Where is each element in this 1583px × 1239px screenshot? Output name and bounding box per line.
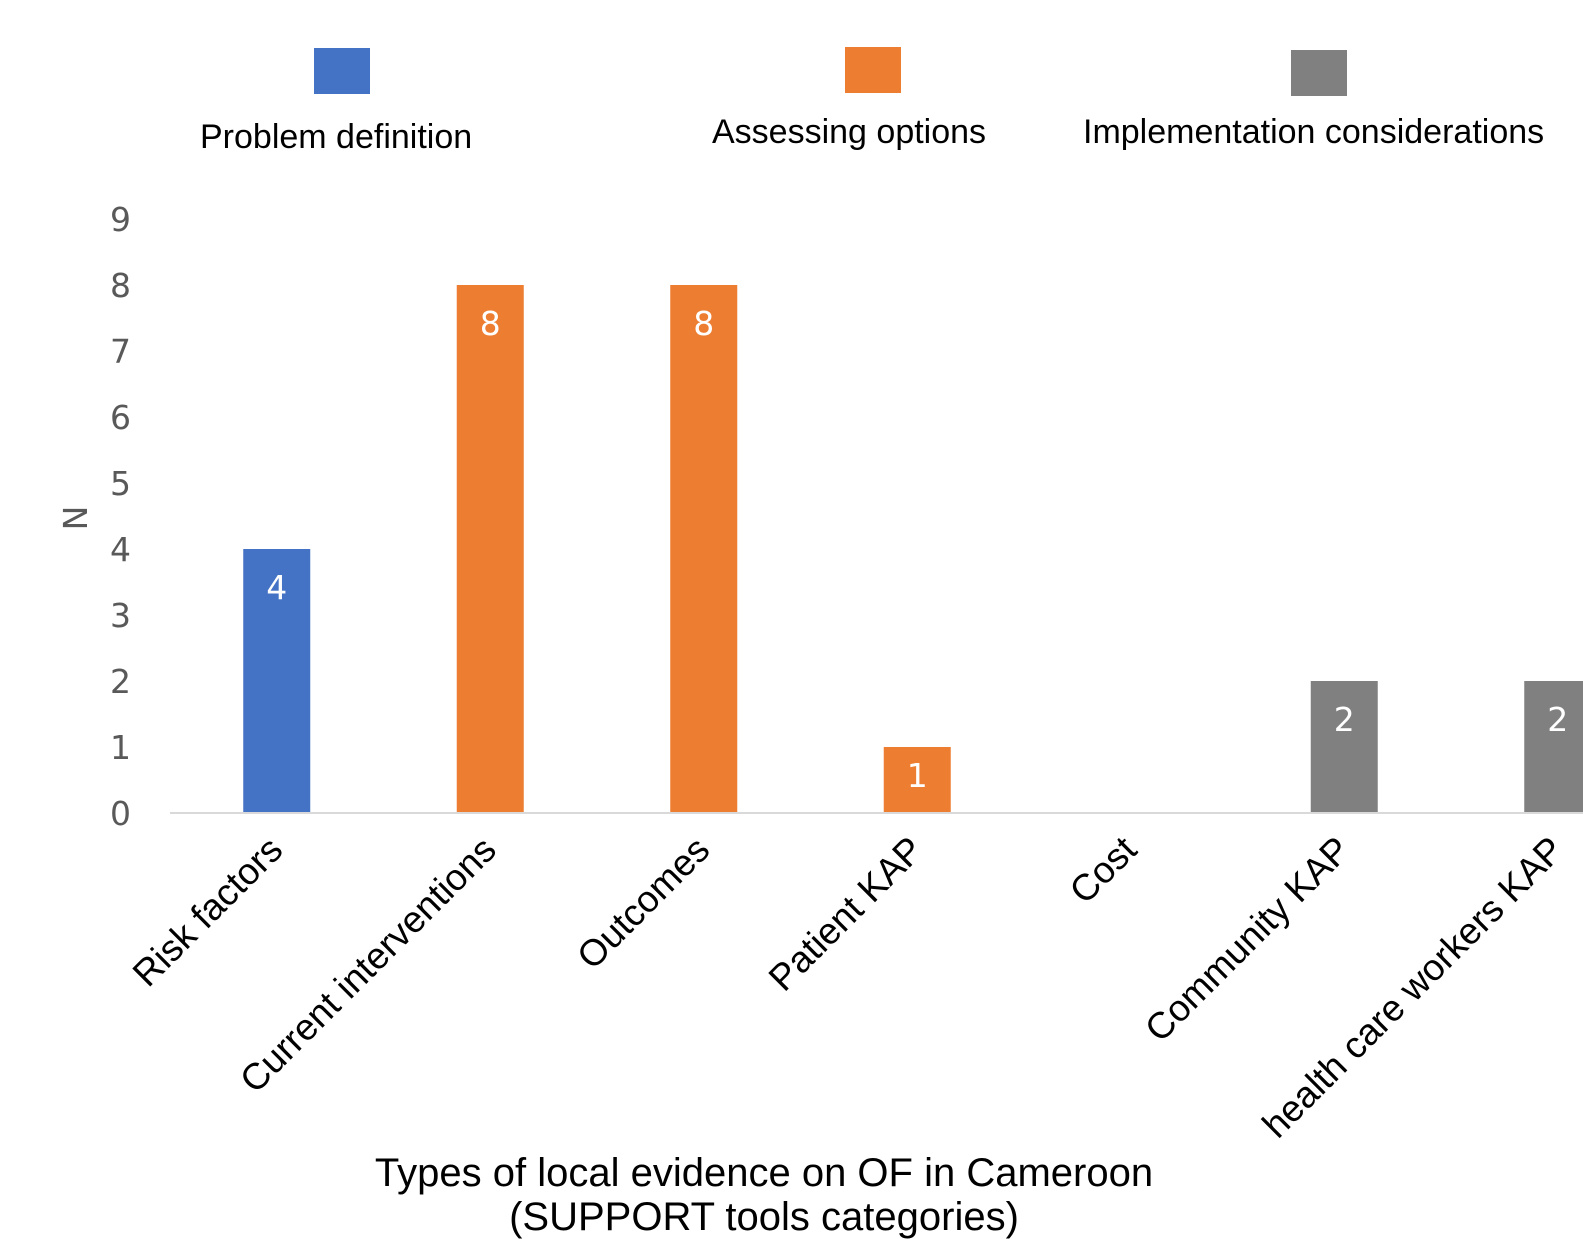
bar	[670, 285, 738, 813]
y-tick-label: 6	[110, 398, 131, 437]
bar-data-label: 4	[266, 568, 287, 607]
y-tick-label: 1	[110, 728, 131, 767]
bars	[243, 285, 1583, 813]
bar-data-label: 8	[693, 304, 714, 343]
bar	[1524, 681, 1583, 813]
bar	[1310, 681, 1378, 813]
bar-data-label: 2	[1547, 700, 1568, 739]
y-axis-title: N	[56, 506, 95, 531]
legend-label-implementation-considerations: Implementation considerations	[1083, 113, 1544, 151]
y-tick-label: 8	[110, 266, 131, 305]
y-tick-label: 9	[110, 200, 131, 239]
y-tick-label: 5	[110, 464, 131, 503]
y-tick-label: 4	[110, 530, 131, 569]
legend-swatch-problem-definition	[314, 48, 370, 94]
legend-swatch-assessing-options	[845, 47, 901, 93]
legend-swatch-implementation-considerations	[1291, 50, 1347, 96]
bar	[456, 285, 524, 813]
y-tick-label: 0	[110, 794, 131, 833]
legend: Problem definition Assessing options Imp…	[200, 47, 1544, 156]
x-axis-title-line1: Types of local evidence on OF in Cameroo…	[375, 1151, 1153, 1195]
x-category-label: Outcomes	[569, 829, 717, 977]
x-category-label: Cost	[1062, 828, 1145, 911]
x-category-label: Community KAP	[1137, 829, 1358, 1050]
bar	[243, 549, 311, 813]
legend-label-problem-definition: Problem definition	[200, 118, 472, 156]
y-tick-label: 2	[110, 662, 131, 701]
x-axis-title-line2: (SUPPORT tools categories)	[509, 1195, 1019, 1239]
bar-data-label: 2	[1334, 700, 1355, 739]
y-tick-label: 7	[110, 332, 131, 371]
data-labels: 4 8 8 1 2 2	[266, 304, 1568, 795]
y-tick-label: 3	[110, 596, 131, 635]
x-category-label: Risk factors	[125, 829, 291, 995]
legend-label-assessing-options: Assessing options	[712, 113, 986, 151]
bar	[883, 747, 951, 813]
x-category-label: Patient KAP	[761, 829, 931, 999]
y-axis-ticks: 0 1 2 3 4 5 6 7 8 9	[110, 200, 131, 833]
bar-data-label: 8	[480, 304, 501, 343]
bar-data-label: 1	[907, 756, 928, 795]
